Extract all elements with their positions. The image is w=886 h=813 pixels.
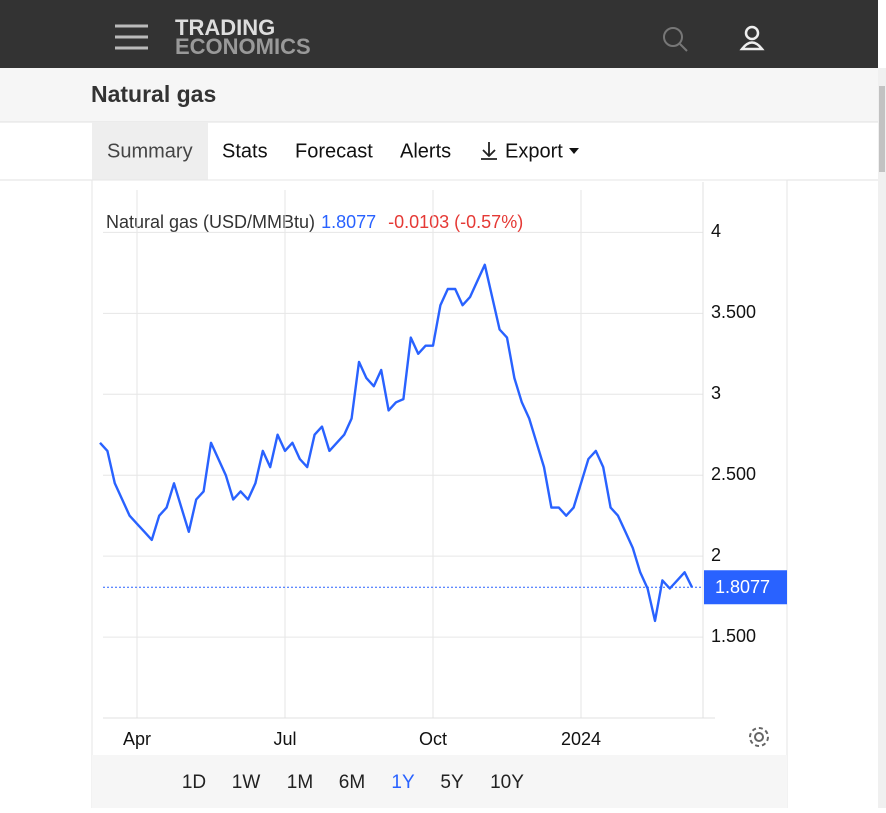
last-value-box [704,570,787,605]
tab[interactable]: Export [505,140,563,162]
y-tick-label: 3.500 [711,302,756,322]
settings-icon[interactable] [749,727,769,747]
active-tab [92,122,208,180]
y-tick-label: 2.500 [711,464,756,484]
last-value: 1.8077 [321,212,376,232]
download-icon [481,142,497,160]
chart-panel [91,179,788,809]
x-tick-label: Oct [419,729,447,749]
tab[interactable]: Summary [107,140,193,162]
logo[interactable]: TRADING [175,15,275,40]
last-value-label: 1.8077 [715,577,770,597]
price-line [99,263,694,623]
search-icon[interactable] [663,27,688,52]
x-tick-label: Apr [123,729,151,749]
user-icon[interactable] [739,25,765,51]
y-tick-label: 1.500 [711,626,756,646]
tab[interactable]: Alerts [400,140,451,162]
range-button[interactable]: 6M [339,772,365,793]
page-title: Natural gas [91,81,216,107]
x-tick-label: Jul [273,729,296,749]
change: -0.0103 (-0.57%) [388,212,523,232]
logo[interactable]: ECONOMICS [175,34,311,59]
y-tick-label: 3 [711,383,721,403]
y-tick-label: 2 [711,545,721,565]
scroll-thumb[interactable] [879,86,885,172]
title-band [0,68,878,122]
y-tick-label: 4 [711,221,721,241]
range-button[interactable]: 1Y [391,772,415,793]
range-bar [92,755,787,808]
scrollbar [878,68,886,808]
range-button[interactable]: 1M [287,772,313,793]
menu-icon[interactable] [115,24,148,50]
chart-title: Natural gas (USD/MMBtu) [106,212,315,232]
top-bar [0,0,878,68]
x-tick-label: 2024 [561,729,601,749]
range-button[interactable]: 10Y [490,772,524,793]
tab[interactable]: Stats [222,140,268,162]
range-button[interactable]: 1D [182,772,206,793]
range-button[interactable]: 1W [232,772,261,793]
tab[interactable]: Forecast [295,140,373,162]
caret [569,148,579,154]
range-button[interactable]: 5Y [440,772,464,793]
